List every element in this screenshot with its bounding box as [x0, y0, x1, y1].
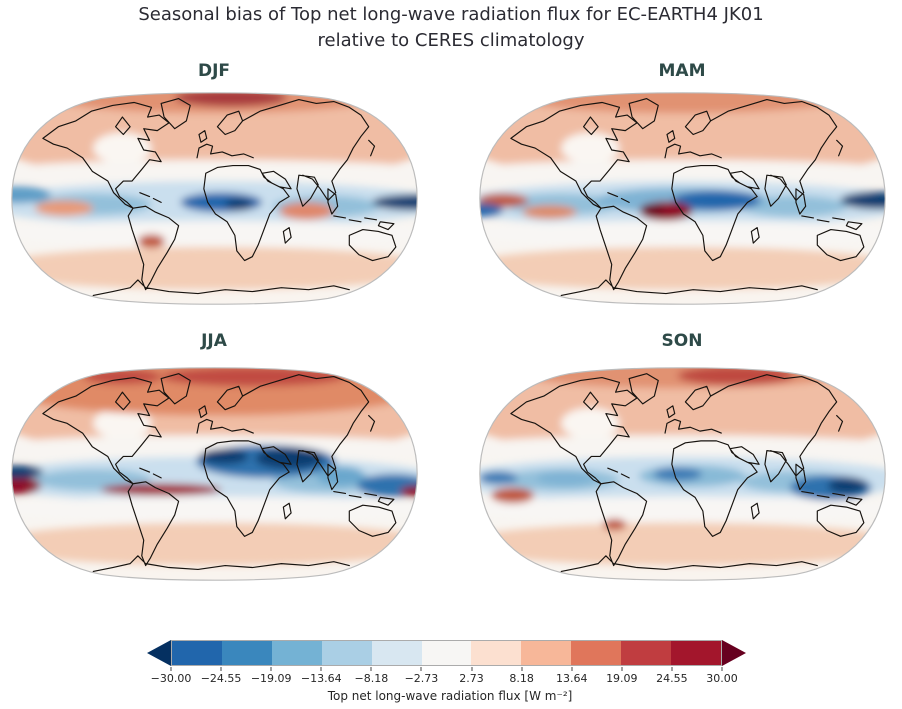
colorbar-under-arrow	[147, 640, 171, 666]
colorbar-tick-label: 13.64	[555, 672, 588, 685]
colorbar-tick-label: 2.73	[459, 672, 484, 685]
colorbar-tick	[671, 667, 673, 671]
panel-mam: MAM	[472, 59, 892, 311]
colorbar-bar	[147, 639, 753, 667]
colorbar-tick	[621, 667, 623, 671]
colorbar-tick	[270, 667, 272, 671]
colorbar-tick-label: −2.73	[404, 672, 439, 685]
colorbar-tick	[220, 667, 222, 671]
colorbar-tick-label: 8.18	[509, 672, 534, 685]
map-djf	[10, 92, 418, 305]
colorbar-tick	[370, 667, 372, 671]
colorbar-segments	[171, 640, 722, 666]
colorbar-tick	[471, 667, 473, 671]
colorbar-tick	[170, 667, 172, 671]
colorbar-tick	[521, 667, 523, 671]
colorbar-label: Top net long-wave radiation flux [W m⁻²]	[327, 689, 573, 703]
colorbar-segment	[421, 641, 472, 665]
map-mam	[478, 92, 886, 305]
colorbar-tick	[571, 667, 573, 671]
figure-title: Seasonal bias of Top net long-wave radia…	[0, 2, 902, 54]
panel-title-jja: JJA	[201, 331, 227, 351]
colorbar-segment	[471, 641, 522, 665]
panel-son: SON	[472, 329, 892, 587]
colorbar-segment	[271, 641, 322, 665]
colorbar-tick-label: −8.18	[354, 672, 389, 685]
colorbar-segment	[671, 641, 721, 665]
colorbar-segment	[221, 641, 272, 665]
colorbar-tick	[420, 667, 422, 671]
colorbar-segment	[321, 641, 372, 665]
colorbar-tick-label: 24.55	[656, 672, 688, 685]
colorbar-tick-label: −24.55	[200, 672, 242, 685]
map-son	[478, 367, 886, 581]
colorbar-tick	[320, 667, 322, 671]
panel-title-djf: DJF	[197, 61, 231, 81]
colorbar-tick-label: 19.09	[606, 672, 638, 685]
colorbar-tick-label: −13.64	[300, 672, 342, 685]
panel-djf: DJF	[4, 59, 424, 311]
panel-title-son: SON	[661, 331, 703, 351]
colorbar: −30.00 −24.55 −19.09 −13.64 −8.18 −2.73 2.73 8.…	[147, 639, 753, 709]
colorbar-tick-label: −19.09	[250, 672, 292, 685]
panel-title-mam: MAM	[658, 61, 706, 81]
map-jja	[10, 367, 418, 581]
colorbar-segment	[571, 641, 622, 665]
panel-jja: JJA	[4, 329, 424, 587]
colorbar-segment	[621, 641, 672, 665]
colorbar-tick-label: −30.00	[150, 672, 192, 685]
colorbar-over-arrow	[722, 640, 746, 666]
figure-title-line1: Seasonal bias of Top net long-wave radia…	[138, 4, 764, 25]
colorbar-segment	[521, 641, 572, 665]
colorbar-tick	[721, 667, 723, 671]
colorbar-ticks: −30.00 −24.55 −19.09 −13.64 −8.18 −2.73 2.73 8.…	[151, 667, 738, 689]
colorbar-segment	[371, 641, 422, 665]
figure-title-line2: relative to CERES climatology	[317, 30, 585, 51]
colorbar-segment	[172, 641, 222, 665]
colorbar-tick-label: 30.00	[706, 672, 738, 685]
